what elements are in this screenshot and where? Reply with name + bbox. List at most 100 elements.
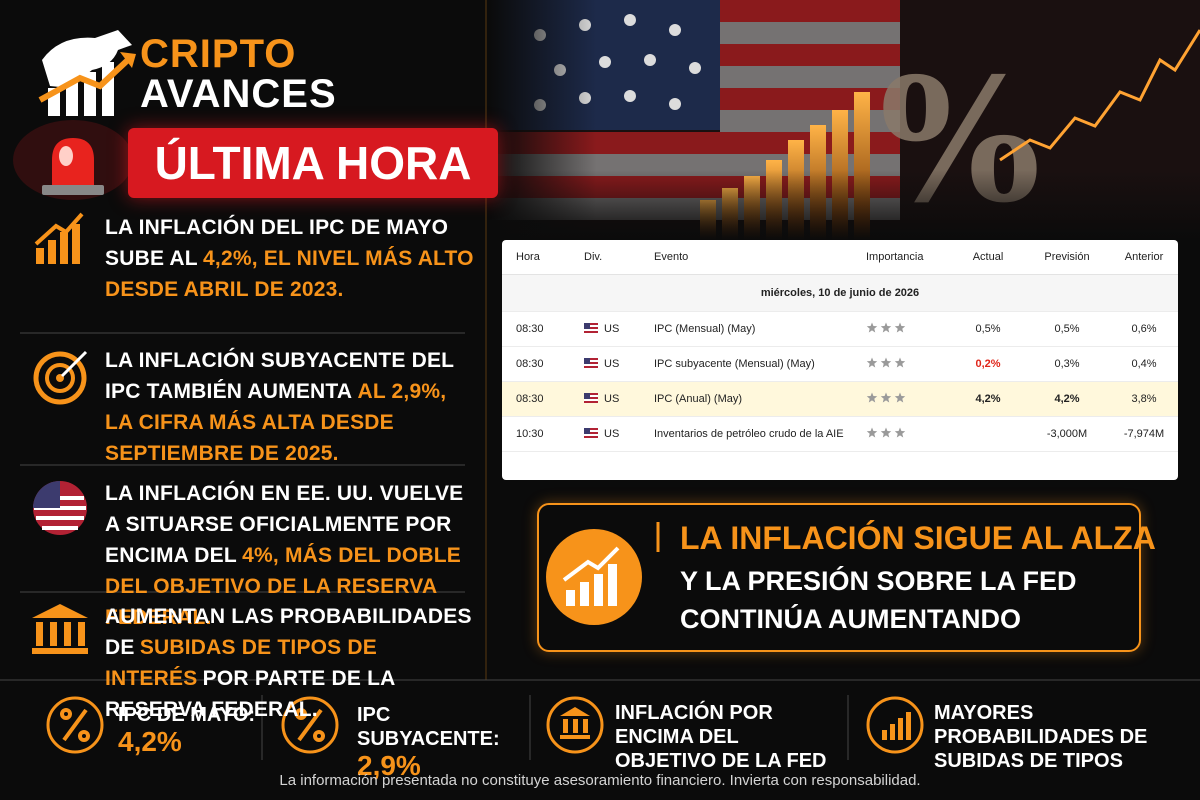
time: 08:30: [502, 311, 570, 347]
callout-headline: LA INFLACIÓN SIGUE AL ALZA: [680, 520, 1156, 556]
stat-icons: [46, 696, 924, 754]
flag-stripe: [584, 395, 598, 397]
flag-stripes: [584, 358, 598, 368]
previous: 3,8%: [1110, 381, 1178, 417]
previous: -7,974M: [1110, 416, 1178, 452]
stat: INFLACIÓN POR ENCIMA DEL OBJETIVO DE LA …: [615, 701, 835, 773]
time: 08:30: [502, 381, 570, 417]
date: miércoles, 10 de junio de 2026: [502, 274, 1178, 312]
currency-code: US: [604, 358, 620, 370]
star: [894, 392, 906, 402]
event: IPC (Mensual) (May): [640, 311, 852, 347]
previous: 0,6%: [1110, 311, 1178, 347]
time: 10:30: [502, 416, 570, 452]
star: [894, 427, 906, 437]
point-text: POR PARTE DE LA RESERVA FEDERAL.: [105, 667, 395, 721]
actual: [952, 416, 1024, 452]
importance-stars: [866, 357, 906, 367]
column-header: Previsión: [1024, 240, 1110, 275]
point: LA INFLACIÓN SUBYACENTE DEL IPC TAMBIÉN …: [105, 345, 477, 469]
flag: [584, 323, 598, 333]
flag-stripes: [584, 323, 598, 333]
table-row: 08:30 US IPC (Anual) (May) 4,2% 4,2% 3,8%: [502, 381, 1178, 417]
stat-label: IPC SUBYACENTE:: [357, 704, 500, 750]
point-icons: [32, 212, 88, 654]
currency-code: US: [604, 428, 620, 440]
stat-label: MAYORES PROBABILIDADES DE SUBIDAS DE TIP…: [934, 702, 1148, 772]
time: 08:30: [502, 346, 570, 382]
flag-canton: [584, 428, 590, 434]
breaking-badge: ÚLTIMA HORA: [128, 128, 498, 198]
stat-label: INFLACIÓN POR ENCIMA DEL OBJETIVO DE LA …: [615, 702, 827, 772]
flag-stripe: [584, 430, 598, 432]
forecast: 4,2%: [1024, 381, 1110, 417]
flag-canton: [584, 323, 590, 329]
point-dividers: [20, 332, 465, 593]
star: [866, 427, 878, 437]
currency: US: [570, 346, 640, 382]
flag-canton: [584, 358, 590, 364]
importance-stars: [866, 427, 906, 437]
point-text: AUMENTAN LAS PROBABILIDADES DE: [105, 605, 472, 659]
forecast: 0,5%: [1024, 311, 1110, 347]
brand-line1: CRIPTO: [140, 32, 297, 76]
star: [866, 322, 878, 332]
star: [880, 427, 892, 437]
column-header: Hora: [502, 240, 570, 275]
callout-line: Y LA PRESIÓN SOBRE LA FED: [680, 566, 1077, 596]
currency-code: US: [604, 393, 620, 405]
column-header: Anterior: [1110, 240, 1178, 275]
flag-stripes: [584, 393, 598, 403]
calendar-table: Hora Div. Evento Importancia Actual Previsión…: [502, 240, 1178, 480]
flag-canton: [584, 393, 590, 399]
table-body: miércoles, 10 de junio de 2026 08:30 US IP…: [502, 274, 1178, 452]
callout-box: [537, 503, 1141, 652]
star: [866, 392, 878, 402]
importance: [852, 346, 952, 382]
importance-stars: [866, 392, 906, 402]
currency: US: [570, 381, 640, 417]
table-row: 08:30 US IPC subyacente (Mensual) (May) 0,2…: [502, 346, 1178, 382]
brand-line2: AVANCES: [140, 72, 337, 116]
column-header: Evento: [640, 240, 852, 275]
point-text: SUBIDAS DE TIPOS DE INTERÉS: [105, 636, 377, 690]
flag-stripes: [584, 428, 598, 438]
actual: 4,2%: [952, 381, 1024, 417]
logo-icon: [38, 30, 136, 116]
flag-stripe: [584, 360, 598, 362]
event: IPC subyacente (Mensual) (May): [640, 346, 852, 382]
stat-icon-fills: [560, 707, 911, 740]
disclaimer: La información presentada no constituye …: [279, 772, 921, 789]
importance: [852, 416, 952, 452]
point: LA INFLACIÓN EN EE. UU. VUELVE A SITUARS…: [105, 478, 477, 633]
stat: IPC SUBYACENTE: 2,9%: [357, 703, 527, 781]
previous: 0,4%: [1110, 346, 1178, 382]
point: AUMENTAN LAS PROBABILIDADES DE SUBIDAS DE…: [105, 601, 477, 725]
stat: MAYORES PROBABILIDADES DE SUBIDAS DE TIP…: [934, 701, 1184, 773]
point-text: LA INFLACIÓN EN EE. UU. VUELVE A SITUARS…: [105, 482, 464, 567]
importance: [852, 311, 952, 347]
header-row: Hora Div. Evento Importancia Actual Previsión…: [502, 240, 1178, 275]
column-header: Importancia: [852, 240, 952, 275]
point-text: LA INFLACIÓN SUBYACENTE DEL IPC TAMBIÉN …: [105, 349, 454, 403]
star: [894, 357, 906, 367]
siren-icon: [13, 120, 133, 200]
flag-stripe: [584, 399, 598, 401]
star: [894, 322, 906, 332]
point-text: 4%, MÁS DEL DOBLE DEL OBJETIVO DE LA RES…: [105, 544, 462, 629]
stat-value: 4,2%: [118, 726, 182, 757]
flag: [584, 428, 598, 438]
actual: 0,5%: [952, 311, 1024, 347]
star: [880, 322, 892, 332]
date-row: miércoles, 10 de junio de 2026: [502, 274, 1178, 312]
flag: [584, 358, 598, 368]
star: [880, 357, 892, 367]
flag-stripe: [584, 325, 598, 327]
table-row: 08:30 US IPC (Mensual) (May) 0,5% 0,5% 0,6%: [502, 311, 1178, 347]
currency-code: US: [604, 323, 620, 335]
table: Hora Div. Evento Importancia Actual Previsión…: [502, 240, 1178, 452]
currency: US: [570, 416, 640, 452]
event: Inventarios de petróleo crudo de la AIE: [640, 416, 852, 452]
importance-stars: [866, 322, 906, 332]
